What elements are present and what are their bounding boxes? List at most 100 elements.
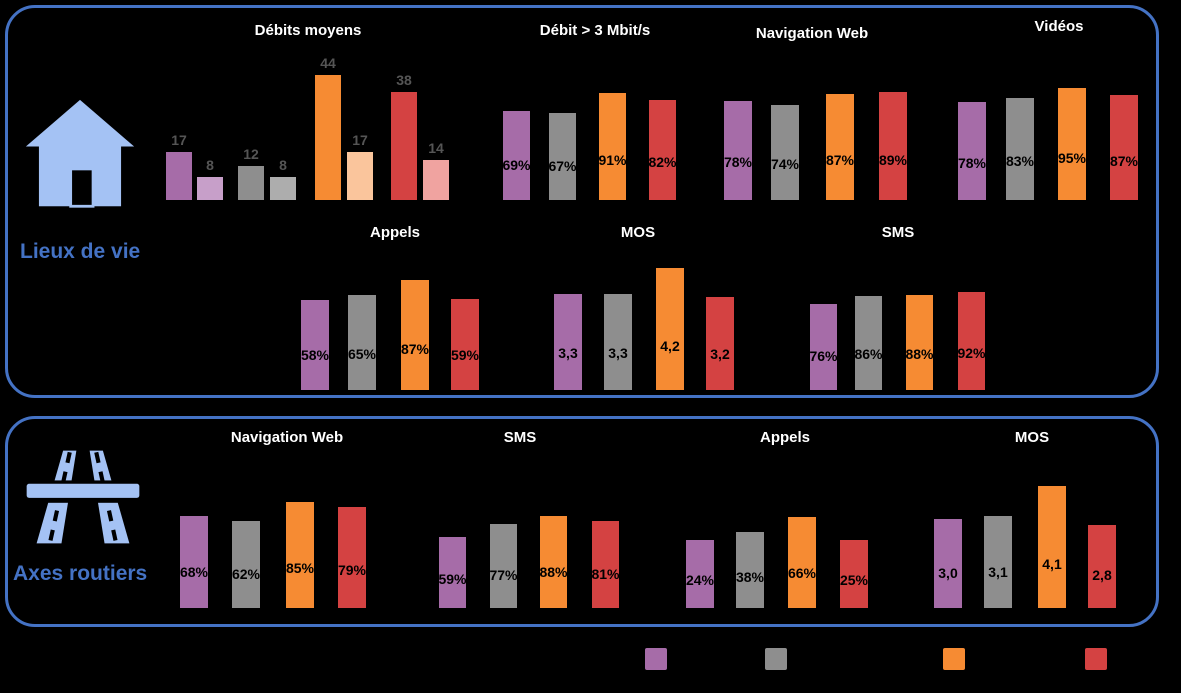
motorway-icon: [25, 438, 141, 556]
bar-orange: 91%: [598, 93, 627, 200]
chart-group-title: Vidéos: [1034, 18, 1084, 35]
bar-value-label: 58%: [300, 347, 330, 363]
bar-purple: 3,0: [934, 519, 962, 608]
bar-orange: 88%: [905, 295, 934, 390]
bar-value-label: 74%: [770, 155, 800, 172]
bar-value-label: 38%: [735, 569, 765, 586]
bar-gray: 86%: [854, 296, 883, 390]
bar-orange: 85%: [286, 502, 314, 608]
bar-orange: 44: [315, 55, 341, 200]
legend-swatch-orange: [943, 648, 965, 670]
bar-red: 81%: [591, 521, 620, 608]
section-label-lieux-de-vie: Lieux de vie: [20, 240, 141, 263]
bar-value-label: 3,1: [988, 564, 1008, 581]
bar-gray: 62%: [232, 521, 260, 608]
bar-value-label: 68%: [179, 564, 209, 581]
bar-value-label: 86%: [854, 345, 883, 362]
bar-orange: 88%: [539, 516, 568, 608]
bar-value-label: 3,2: [710, 346, 730, 363]
bar-value-label: 38: [396, 72, 412, 88]
bar-value-label: 4,2: [660, 338, 680, 354]
bar-value-label: 88%: [905, 345, 934, 362]
bar-purple: 69%: [502, 111, 531, 200]
bar-red: 3,2: [706, 297, 734, 390]
bar-red: 89%: [879, 92, 907, 200]
bar-orange: 4,2: [656, 268, 684, 390]
lieux-de-vie-panel: [5, 5, 1159, 398]
bar-gray: 3,1: [984, 516, 1012, 608]
chart-group-title: Débits moyens: [254, 22, 362, 39]
bar-red: 87%: [1110, 95, 1138, 200]
bar-value-label: 77%: [489, 566, 518, 583]
bar-value-label: 3,0: [938, 565, 958, 582]
axes-routiers-panel: [5, 416, 1159, 627]
bar-gray: 74%: [771, 105, 799, 200]
bar-value-label: 88%: [539, 564, 568, 581]
bar-purple: 78%: [724, 101, 752, 200]
bar-value-label: 91%: [598, 151, 627, 168]
bar-value-label: 65%: [347, 345, 377, 362]
bar-value-label: 17: [352, 132, 368, 148]
chart-group-title: Appels: [759, 429, 811, 446]
bar-red: 25%: [840, 540, 868, 608]
bar-value-label: 17: [171, 132, 187, 148]
bar-value-label: 8: [206, 157, 214, 173]
bar-orange: 66%: [788, 517, 816, 608]
chart-group-title: MOS: [620, 224, 656, 241]
bar-value-label: 69%: [502, 157, 531, 174]
bar-value-label: 3,3: [558, 345, 578, 362]
section-label-axes-routiers: Axes routiers: [13, 562, 148, 585]
bar-value-label: 81%: [591, 565, 620, 582]
bar-purple: 24%: [686, 540, 714, 608]
bar-purple: 58%: [301, 300, 329, 390]
bar-value-label: 12: [243, 146, 259, 162]
bar-value-label: 87%: [400, 341, 430, 357]
bar-purple: 59%: [438, 537, 467, 608]
bar-red: 82%: [648, 100, 677, 200]
bar-purple: 68%: [180, 516, 208, 608]
bar-value-label: 59%: [438, 570, 467, 587]
legend-swatch-gris: [765, 648, 787, 670]
bar-orange: 87%: [826, 94, 854, 200]
bar-gray: 3,3: [604, 294, 632, 390]
bar-red: 59%: [451, 299, 479, 390]
bar-red: 2,8: [1088, 525, 1116, 608]
bar-value-label: 8: [279, 157, 287, 173]
bar-red: 79%: [338, 507, 366, 608]
bar-red: 92%: [957, 292, 986, 390]
bar-value-label: 95%: [1057, 150, 1087, 167]
legend-swatch-violet: [645, 648, 667, 670]
bar-value-label: 92%: [957, 344, 986, 361]
bar-value-label: 87%: [825, 152, 855, 169]
bar-value-label: 4,1: [1042, 556, 1062, 572]
bar-value-label: 82%: [648, 154, 677, 170]
chart-group-title: Navigation Web: [230, 429, 344, 446]
bar-value-label: 59%: [450, 346, 480, 363]
bar-value-label: 25%: [839, 571, 869, 588]
bar-gray: 77%: [489, 524, 518, 608]
bar-gray: 65%: [348, 295, 376, 390]
bar-purple_light: 8: [197, 157, 223, 200]
bar-value-label: 14: [428, 140, 444, 156]
bar-purple: 17: [166, 132, 192, 200]
bar-gray_light: 8: [270, 157, 296, 200]
bar-purple: 76%: [809, 304, 838, 390]
bar-purple: 78%: [958, 102, 986, 200]
chart-group-title: Débit > 3 Mbit/s: [539, 22, 651, 39]
bar-value-label: 85%: [285, 560, 315, 577]
legend-swatch-rouge: [1085, 648, 1107, 670]
bar-value-label: 83%: [1005, 153, 1035, 170]
bar-value-label: 67%: [548, 157, 577, 174]
bar-gray: 12: [238, 146, 264, 200]
bar-value-label: 76%: [809, 348, 838, 365]
bar-red_light: 14: [423, 140, 449, 200]
bar-value-label: 78%: [723, 154, 753, 171]
bar-value-label: 44: [320, 55, 336, 71]
bar-value-label: 2,8: [1092, 567, 1112, 584]
bar-value-label: 3,3: [608, 345, 628, 362]
bar-purple: 3,3: [554, 294, 582, 390]
chart-group-title: Appels: [369, 224, 421, 241]
bar-value-label: 87%: [1109, 152, 1139, 169]
chart-group-title: MOS: [1014, 429, 1050, 446]
